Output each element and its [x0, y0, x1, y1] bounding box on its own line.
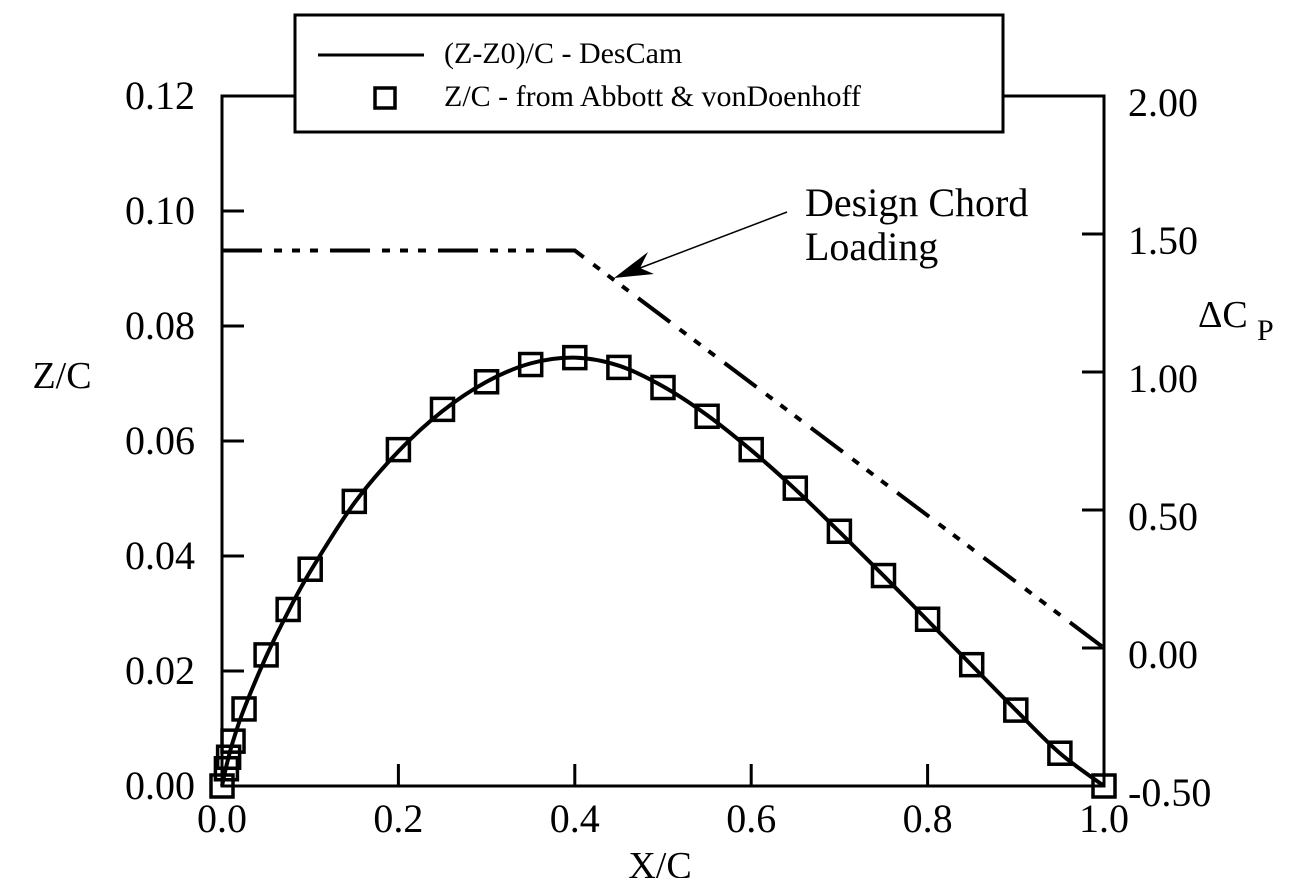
y-tick-label: 0.04: [125, 533, 195, 578]
data-marker-square: [650, 374, 676, 401]
annotation-arrowhead-icon: [614, 252, 654, 278]
data-marker-square: [562, 344, 588, 371]
data-marker-square: [1047, 740, 1073, 766]
y2-tick-label: 1.00: [1128, 356, 1198, 401]
data-marker-square: [473, 369, 500, 395]
data-marker-square: [215, 744, 242, 770]
x-axis-title: X/C: [628, 845, 691, 878]
data-marker-square: [1003, 697, 1029, 723]
x-tick-label: 0.6: [726, 796, 776, 841]
axis-ticks: [220, 94, 1106, 788]
legend: (Z-Z0)/C - DesCam Z/C - from Abbott & vo…: [293, 13, 1005, 134]
annotation-text-line1: Design Chord: [805, 180, 1028, 225]
y-axis-title: Z/C: [32, 355, 91, 397]
loading-polyline: [222, 248, 1106, 650]
design-chord-loading-annotation: Design Chord Loading: [614, 180, 1028, 278]
data-marker-square: [517, 351, 544, 378]
data-marker-square: [209, 773, 235, 799]
y-tick-label: 0.12: [125, 73, 195, 118]
y-tick-label: 0.08: [125, 303, 195, 348]
y2-tick-label: 2.00: [1128, 80, 1198, 125]
design-chord-loading-line: [222, 248, 1106, 650]
y2-tick-label: -0.50: [1128, 770, 1211, 815]
x-tick-label: 0.0: [197, 796, 247, 841]
legend-box: [293, 13, 1005, 134]
x-tick-label: 1.0: [1079, 796, 1129, 841]
x-tick-label: 0.8: [903, 796, 953, 841]
data-marker-square: [341, 488, 368, 515]
data-marker-square: [275, 596, 301, 623]
y-tick-label: 0.02: [125, 648, 195, 693]
y2-tick-label: 0.50: [1128, 494, 1198, 539]
y-tick-label: 0.06: [125, 418, 195, 463]
y2-tick-label: 1.50: [1128, 218, 1198, 263]
data-marker-square: [914, 606, 941, 632]
data-marker-square: [253, 642, 279, 668]
descam-camber-line: [220, 355, 1106, 788]
y2-tick-label: 0.00: [1128, 632, 1198, 677]
x-tick-label: 0.4: [550, 796, 600, 841]
abbott-data-markers: [209, 344, 1117, 799]
x-tick-label: 0.2: [373, 796, 423, 841]
data-marker-square: [782, 475, 809, 501]
y-tick-label: 0.10: [125, 188, 195, 233]
legend-entry-descam: (Z-Z0)/C - DesCam: [444, 37, 682, 70]
annotation-text-line2: Loading: [805, 224, 938, 269]
data-marker-square: [738, 436, 764, 463]
data-marker-square: [385, 436, 412, 463]
y2-axis-title-main: ΔC: [1198, 294, 1248, 336]
data-marker-square: [429, 396, 456, 423]
data-marker-square: [231, 696, 257, 722]
data-marker-square: [220, 728, 246, 754]
data-marker-square: [958, 651, 985, 678]
data-marker-square: [694, 403, 720, 430]
data-marker-square: [1091, 773, 1117, 799]
legend-entry-abbott: Z/C - from Abbott & vonDoenhoff: [444, 80, 861, 113]
axis-tick-labels: 0.0 0.2 0.4 0.6 0.8 1.0 0.00 0.02 0.04 0.06 0.08 0.…: [125, 73, 1211, 841]
data-marker-square: [297, 556, 323, 582]
data-marker-square: [870, 562, 897, 589]
data-marker-square: [826, 518, 853, 545]
y2-axis-title-subscript: P: [1257, 314, 1274, 347]
annotation-arrow-line: [639, 211, 788, 269]
legend-square-swatch-icon: [373, 86, 397, 110]
y2-axis-title: ΔC P: [1198, 294, 1274, 347]
y-tick-label: 0.00: [125, 763, 195, 808]
data-marker-square: [606, 354, 632, 381]
